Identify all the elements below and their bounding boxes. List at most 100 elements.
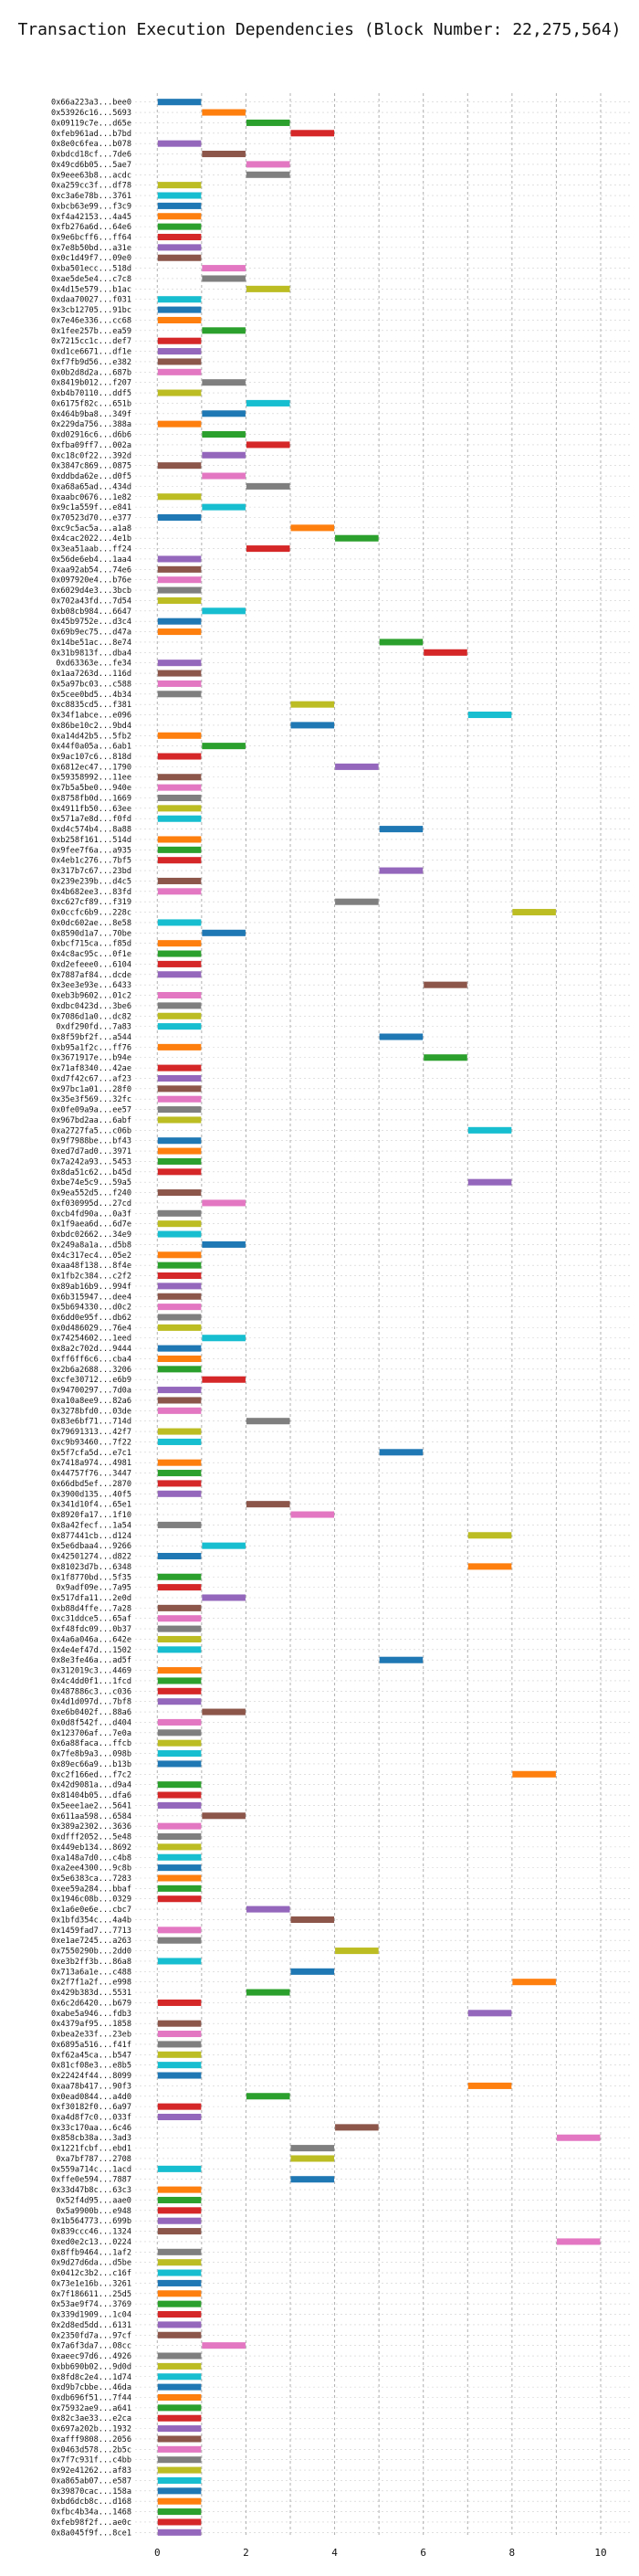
execution-bar bbox=[202, 743, 246, 750]
execution-bar bbox=[157, 1085, 202, 1093]
execution-bar bbox=[157, 2217, 202, 2224]
transaction-label: 0x0b2d8d2a...687b bbox=[51, 368, 131, 377]
transaction-label: 0xd02916c6...d6b6 bbox=[51, 431, 131, 440]
execution-bar bbox=[157, 1801, 202, 1809]
transaction-label: 0x8da51c62...b45d bbox=[51, 1168, 131, 1177]
transaction-label: 0x7086d1a0...dc82 bbox=[51, 1012, 131, 1021]
transaction-label: 0xb08cb984...6647 bbox=[51, 607, 131, 617]
transaction-label: 0x79691313...42f7 bbox=[51, 1428, 131, 1437]
transaction-label: 0xa259cc3f...df78 bbox=[51, 182, 131, 191]
execution-bar bbox=[157, 368, 202, 375]
transaction-label: 0x4d15e579...b1ac bbox=[51, 285, 131, 294]
transaction-label: 0x66a223a3...bee0 bbox=[51, 99, 131, 108]
transaction-label: 0xb95a1f2c...ff76 bbox=[51, 1043, 131, 1052]
transaction-label: 0x89ab16b9...994f bbox=[51, 1283, 131, 1292]
execution-bar bbox=[246, 399, 290, 406]
execution-bar bbox=[157, 618, 202, 625]
execution-bar bbox=[157, 1064, 202, 1072]
transaction-label: 0x9e6bcff6...ff64 bbox=[51, 233, 131, 242]
execution-bar bbox=[157, 1521, 202, 1528]
transaction-label: 0xa4d8f7c0...033f bbox=[51, 2114, 131, 2123]
transaction-label: 0xe1ae7245...a263 bbox=[51, 1937, 131, 1946]
transaction-label: 0x7fe8b9a3...098b bbox=[51, 1750, 131, 1759]
transaction-label: 0x5b694330...d0c2 bbox=[51, 1304, 131, 1313]
execution-bar bbox=[157, 244, 202, 251]
execution-bar bbox=[246, 2093, 290, 2100]
transaction-label: 0x2d8ed5dd...6131 bbox=[51, 2321, 131, 2330]
transaction-label: 0x71af8340...42ae bbox=[51, 1064, 131, 1073]
transaction-label: 0xaa92ab54...74e6 bbox=[51, 565, 131, 575]
transaction-label: 0x6029d4e3...3bcb bbox=[51, 586, 131, 596]
transaction-label: 0xed7d7ad0...3971 bbox=[51, 1147, 131, 1156]
transaction-label: 0x7887af84...dcde bbox=[51, 971, 131, 980]
execution-bar bbox=[202, 1376, 246, 1383]
execution-bar bbox=[556, 2238, 601, 2245]
execution-bar bbox=[157, 991, 202, 999]
x-tick-label: 0 bbox=[154, 2547, 161, 2559]
transaction-label: 0x097920e4...b76e bbox=[51, 576, 131, 586]
transaction-label: 0x3671917e...b94e bbox=[51, 1054, 131, 1063]
transaction-label: 0x9fee7f6a...a935 bbox=[51, 846, 131, 855]
execution-bar bbox=[290, 524, 335, 532]
execution-bar bbox=[157, 1168, 202, 1176]
execution-bar bbox=[157, 1646, 202, 1653]
execution-bar bbox=[157, 1729, 202, 1737]
transaction-label: 0x8a2c702d...9444 bbox=[51, 1345, 131, 1354]
execution-bar bbox=[157, 576, 202, 584]
transaction-label: 0xdaa70027...f031 bbox=[51, 296, 131, 305]
execution-bar bbox=[157, 1023, 202, 1030]
transaction-label: 0xa14d42b5...5fb2 bbox=[51, 732, 131, 741]
execution-bar bbox=[157, 337, 202, 344]
transaction-label: 0x4b682ee3...83fd bbox=[51, 888, 131, 897]
transaction-label: 0x3847c869...0875 bbox=[51, 462, 131, 471]
execution-bar bbox=[157, 2331, 202, 2338]
execution-bar bbox=[202, 1708, 246, 1716]
execution-bar bbox=[379, 867, 424, 874]
transaction-label: 0xaa78b417...90f3 bbox=[51, 2082, 131, 2091]
transaction-label: 0x517dfa11...2e0d bbox=[51, 1594, 131, 1603]
transaction-label: 0xa148a7d0...c4b8 bbox=[51, 1853, 131, 1863]
execution-bar bbox=[157, 1304, 202, 1311]
execution-bar bbox=[157, 732, 202, 739]
transaction-label: 0x487886c3...c036 bbox=[51, 1687, 131, 1696]
transaction-label: 0x2350fd7a...97cf bbox=[51, 2331, 131, 2340]
transaction-label: 0xe6b0402f...88a6 bbox=[51, 1708, 131, 1717]
transaction-label: 0x6dd0e95f...db62 bbox=[51, 1314, 131, 1323]
execution-bar bbox=[202, 1812, 246, 1820]
execution-bar bbox=[157, 1438, 202, 1445]
execution-bar bbox=[157, 2062, 202, 2069]
transaction-label: 0xfbc4b34a...1468 bbox=[51, 2508, 131, 2518]
execution-bar bbox=[157, 1584, 202, 1591]
execution-bar bbox=[157, 202, 202, 209]
transaction-label: 0xc31ddce5...65af bbox=[51, 1615, 131, 1624]
transaction-label: 0x33c170aa...6c46 bbox=[51, 2124, 131, 2133]
execution-bar bbox=[157, 2456, 202, 2464]
execution-bar bbox=[157, 2196, 202, 2203]
transaction-label: 0x389a2302...3636 bbox=[51, 1822, 131, 1832]
transaction-label: 0x1bfd354c...4a4b bbox=[51, 1916, 131, 1925]
execution-bar bbox=[157, 2300, 202, 2307]
transaction-label: 0xfeb961ad...b7bd bbox=[51, 130, 131, 139]
x-tick-label: 2 bbox=[243, 2547, 249, 2559]
execution-bar bbox=[157, 628, 202, 636]
transaction-label: 0xbea2e33f...23eb bbox=[51, 2031, 131, 2040]
execution-bar bbox=[157, 420, 202, 428]
execution-bar bbox=[157, 389, 202, 396]
execution-bar bbox=[157, 794, 202, 802]
transaction-label: 0x8ffb9464...1af2 bbox=[51, 2248, 131, 2257]
transaction-label: 0xa865ab07...e587 bbox=[51, 2476, 131, 2486]
transaction-label: 0x1459fad7...7713 bbox=[51, 1927, 131, 1936]
transaction-label: 0xabe5a946...fdb3 bbox=[51, 2010, 131, 2019]
transaction-label: 0xf30182f0...6a97 bbox=[51, 2103, 131, 2112]
execution-bar bbox=[202, 379, 246, 386]
transaction-label: 0xd9b7cbbe...46da bbox=[51, 2383, 131, 2392]
transaction-label: 0xd7f42c67...af23 bbox=[51, 1074, 131, 1083]
execution-bar bbox=[157, 1074, 202, 1082]
execution-bar bbox=[157, 2497, 202, 2505]
execution-bar bbox=[246, 545, 290, 553]
transaction-label: 0xee59a284...bbaf bbox=[51, 1884, 131, 1894]
execution-bar bbox=[157, 2041, 202, 2048]
execution-bar bbox=[157, 836, 202, 843]
transaction-label: 0xbb690b02...9d0d bbox=[51, 2362, 131, 2371]
execution-bar bbox=[467, 2082, 512, 2089]
